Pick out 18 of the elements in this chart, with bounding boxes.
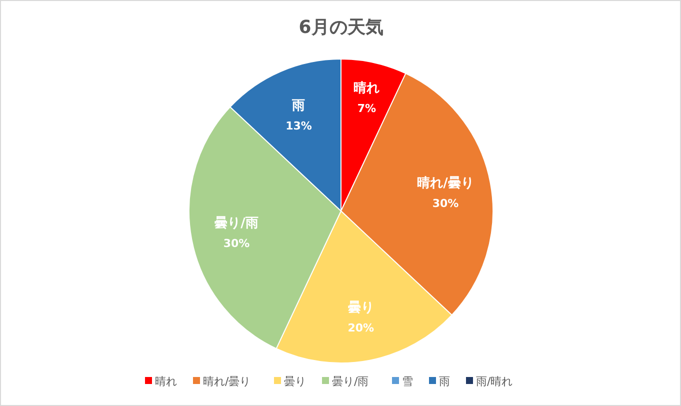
- slice-label: 曇り/雨: [214, 216, 258, 231]
- data-label: 30%: [223, 236, 250, 250]
- legend-label: 晴れ: [155, 375, 177, 388]
- data-label: 13%: [286, 119, 312, 132]
- data-label: 20%: [348, 322, 374, 335]
- chart-title: 6月の天気: [298, 17, 384, 38]
- legend-label: 曇り: [284, 375, 306, 388]
- slice-label: 晴れ/曇り: [417, 176, 474, 192]
- legend-label: 雪: [402, 375, 413, 388]
- legend-label: 晴れ/曇り: [203, 375, 251, 388]
- legend-label: 雨/晴れ: [476, 375, 513, 388]
- legend-label: 曇り/雨: [332, 375, 369, 388]
- slice-label: 雨: [291, 98, 306, 114]
- legend-label: 雨: [439, 375, 450, 388]
- slice-label: 曇り: [348, 300, 374, 316]
- data-label: 7%: [357, 102, 376, 116]
- slice-label: 晴れ: [354, 81, 380, 96]
- data-label: 30%: [432, 197, 459, 210]
